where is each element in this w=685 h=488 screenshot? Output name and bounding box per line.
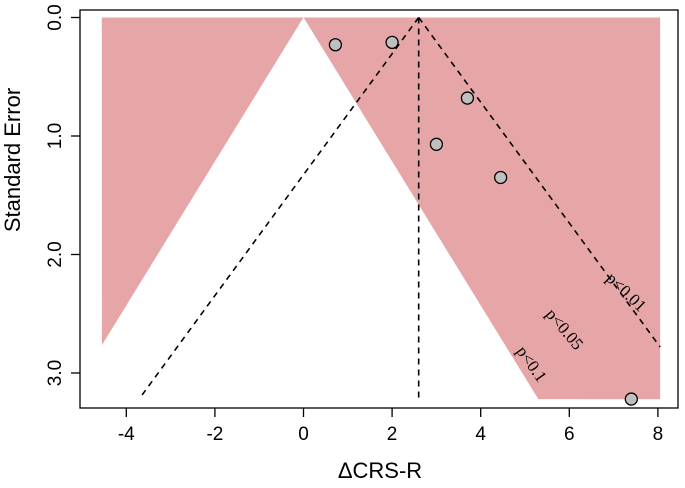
y-tick-label: 1.0 bbox=[45, 123, 66, 149]
study-point bbox=[460, 91, 475, 105]
study-point bbox=[624, 392, 638, 406]
x-tick-label: -2 bbox=[206, 424, 223, 445]
y-axis: 0.0 1.0 2.0 3.0 bbox=[45, 4, 80, 386]
x-tick-label: -4 bbox=[118, 424, 135, 445]
y-tick-label: 0.0 bbox=[45, 4, 66, 30]
x-tick-label: 2 bbox=[387, 424, 398, 445]
study-point bbox=[429, 137, 444, 151]
plot-frame bbox=[79, 9, 679, 409]
funnel-line-left bbox=[138, 17, 420, 399]
significance-contours bbox=[68, 17, 661, 400]
x-tick-label: 0 bbox=[298, 424, 309, 445]
x-axis-title: ΔCRS-R bbox=[338, 458, 422, 483]
x-axis: -4 -2 0 2 4 6 8 bbox=[118, 408, 663, 445]
funnel-lines bbox=[138, 17, 661, 400]
funnel-line-right bbox=[418, 17, 661, 348]
study-point bbox=[328, 38, 343, 52]
y-tick-label: 3.0 bbox=[45, 360, 66, 386]
non-significant-region bbox=[68, 17, 539, 400]
x-tick-label: 8 bbox=[653, 424, 664, 445]
y-axis-title: Standard Error bbox=[0, 88, 25, 232]
contour-region-right bbox=[303, 17, 661, 400]
study-point bbox=[385, 35, 399, 50]
y-tick-label: 2.0 bbox=[45, 241, 66, 267]
x-tick-label: 6 bbox=[564, 424, 575, 445]
x-tick-label: 4 bbox=[475, 424, 486, 445]
study-points bbox=[328, 35, 638, 406]
study-point bbox=[493, 170, 508, 185]
